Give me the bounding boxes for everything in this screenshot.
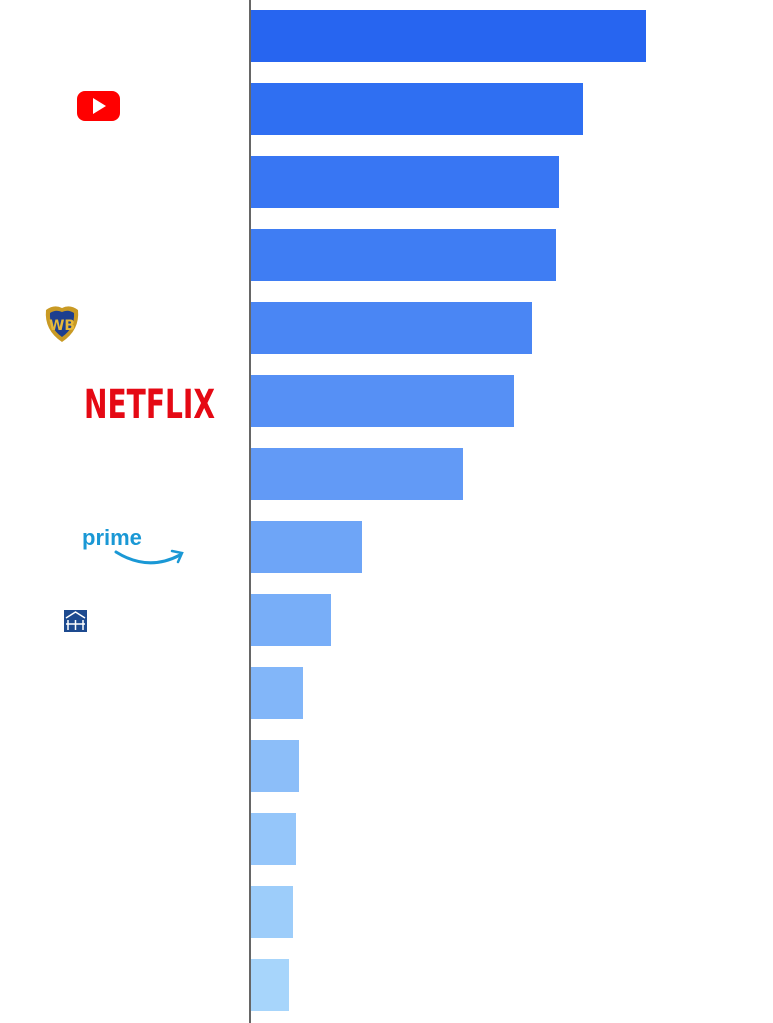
bar xyxy=(250,959,289,1011)
bar xyxy=(250,667,303,719)
bar xyxy=(250,229,556,281)
bar xyxy=(250,10,646,62)
wb-logo: WB xyxy=(45,306,79,342)
small-logo xyxy=(64,610,87,632)
bars xyxy=(250,10,646,1011)
bar xyxy=(250,448,463,500)
bar xyxy=(250,83,583,135)
bar xyxy=(250,594,331,646)
netflix-logo: NETFLIX xyxy=(84,382,215,428)
prime-text: prime xyxy=(82,525,142,550)
prime-logo: prime xyxy=(82,525,184,565)
bar xyxy=(250,740,299,792)
svg-text:WB: WB xyxy=(49,318,75,334)
bar xyxy=(250,886,293,938)
bar xyxy=(250,375,514,427)
bar xyxy=(250,156,559,208)
bar xyxy=(250,521,362,573)
youtube-logo xyxy=(77,91,120,121)
bar xyxy=(250,813,296,865)
bar xyxy=(250,302,532,354)
